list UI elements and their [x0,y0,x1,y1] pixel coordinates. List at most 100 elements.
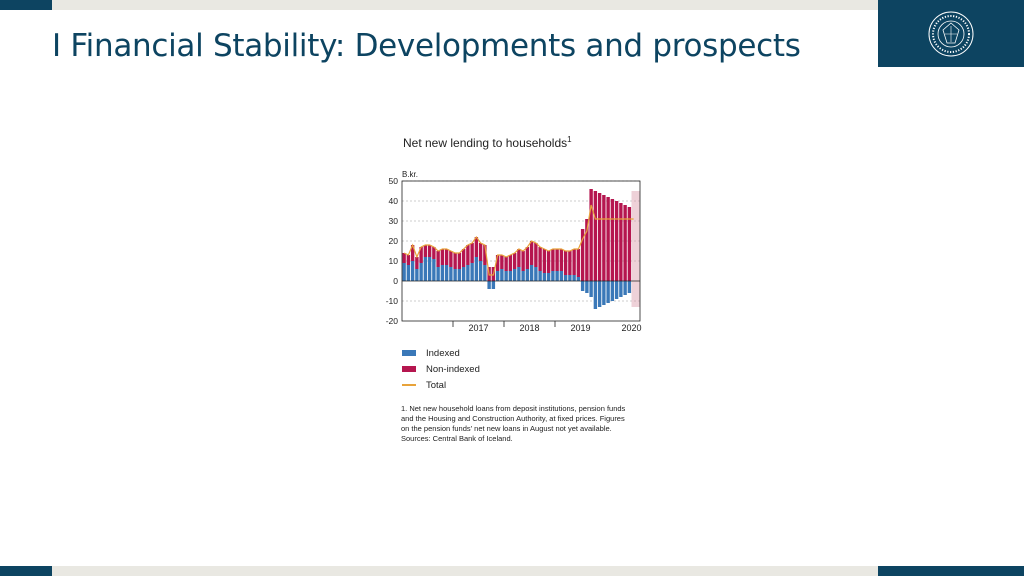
bar-indexed [529,265,534,281]
top-band [0,0,1024,10]
bar-indexed [563,275,568,281]
bar-indexed [410,261,415,281]
legend-label-indexed: Indexed [426,347,460,359]
footnote-line: on the pension funds' net new loans in A… [401,424,612,433]
y-tick-label: 40 [389,196,399,206]
bar-indexed [580,281,585,291]
bottom-band [0,566,1024,576]
bar-indexed [440,265,445,281]
bar-indexed [602,281,606,305]
bar-non-indexed [627,207,632,281]
bar-non-indexed [427,245,432,257]
bar-indexed [623,281,627,295]
legend-item-indexed: Indexed [402,345,480,361]
bar-non-indexed [525,247,530,269]
x-tick-label: 2017 [468,323,488,333]
bottom-right-accent [878,566,1024,576]
bar-indexed [538,271,542,281]
bar-non-indexed [559,249,564,271]
bar-indexed [508,271,513,281]
bar-indexed [521,271,525,281]
bar-indexed [589,281,593,297]
bar-non-indexed [512,253,517,269]
bar-non-indexed [555,249,559,271]
bar-indexed [495,271,500,281]
bar-non-indexed [580,229,585,281]
bar-non-indexed [568,251,572,275]
y-tick-label: -10 [386,296,399,306]
bar-indexed [444,265,449,281]
chart-title-footnote-marker: 1 [567,135,572,144]
bar-indexed [559,271,564,281]
bar-non-indexed [402,253,406,263]
footnote-sources: Sources: Central Bank of Iceland. [401,434,513,443]
bar-indexed [568,275,572,281]
bar-indexed [593,281,598,309]
bar-indexed [453,269,457,281]
bar-non-indexed [572,249,576,275]
bar-non-indexed [432,247,436,259]
bar-non-indexed [623,205,627,281]
bar-non-indexed [504,257,508,271]
bar-non-indexed [483,245,487,265]
chart-legend: Indexed Non-indexed Total [402,345,480,393]
y-tick-label: -20 [386,316,399,326]
bar-indexed [436,267,440,281]
bar-indexed [576,277,581,281]
plot-frame [401,180,641,322]
legend-label-total: Total [426,379,447,391]
bar-non-indexed [602,195,606,281]
bar-non-indexed [529,241,534,265]
bar-non-indexed [466,245,470,265]
bar-indexed [461,267,466,281]
bar-non-indexed [593,191,598,281]
footnote-line: and the Housing and Construction Authori… [401,414,625,423]
bar-indexed [432,259,436,281]
seal-icon [928,11,974,56]
bar-non-indexed [457,253,462,269]
bar-indexed [415,269,419,281]
bar-indexed [627,281,632,293]
bar-indexed [457,269,462,281]
bar-indexed [551,271,555,281]
bar-non-indexed [551,249,555,271]
bar-indexed [572,275,576,281]
bar-indexed [610,281,615,301]
bar-indexed [517,267,521,281]
bar-non-indexed [470,243,474,263]
bar-indexed [512,269,517,281]
bar-indexed [585,281,589,293]
bar-indexed [546,273,551,281]
bar-non-indexed [597,193,602,281]
bar-non-indexed [538,247,542,271]
chart-footnote: 1. Net new household loans from deposit … [401,404,651,444]
bar-indexed [606,281,610,303]
y-tick-label: 50 [389,176,399,186]
bar-indexed [534,267,538,281]
bar-indexed [525,269,530,281]
bar-non-indexed [474,237,479,257]
footnote-line: 1. Net new household loans from deposit … [401,404,626,413]
bar-indexed [466,265,470,281]
bar-non-indexed [610,199,615,281]
bar-non-indexed [444,249,449,265]
x-tick-label: 2020 [621,323,641,333]
bar-non-indexed [415,257,419,269]
bottom-left-accent [0,566,52,576]
bar-indexed [419,263,423,281]
bar-non-indexed [410,245,415,261]
bar-non-indexed [614,201,619,281]
legend-swatch-indexed [402,350,416,356]
bar-indexed [470,263,474,281]
bar-non-indexed [419,247,423,263]
bar-non-indexed [453,253,457,269]
chart-title: Net new lending to households1 [403,135,572,150]
bar-non-indexed [534,243,538,267]
central-bank-logo [878,0,1024,67]
bar-indexed [406,265,411,281]
bar-non-indexed [546,251,551,273]
bar-indexed [504,271,508,281]
bar-indexed [500,269,504,281]
bar-non-indexed [478,243,483,261]
bar-non-indexed [563,251,568,275]
